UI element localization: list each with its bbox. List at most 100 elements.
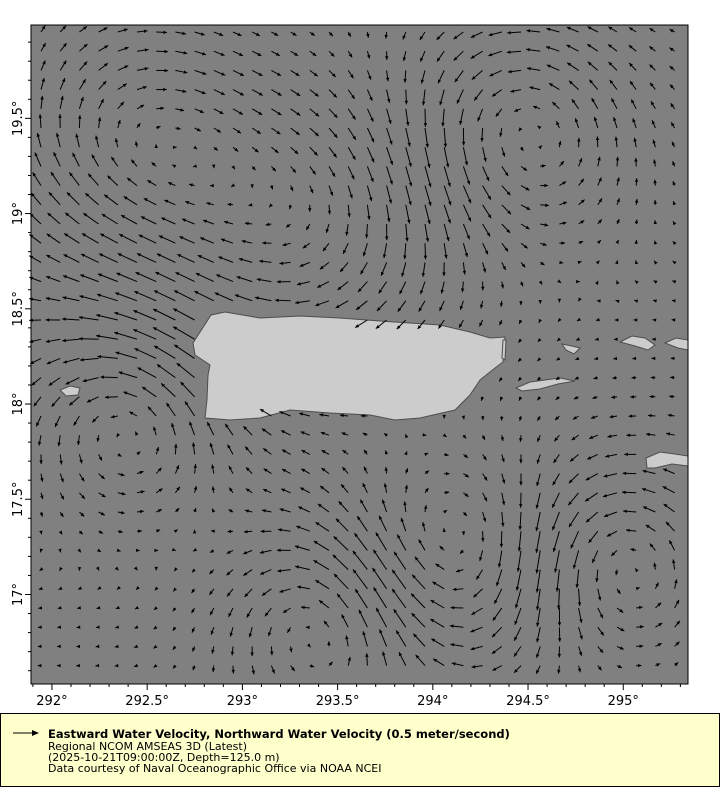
velocity-arrow [612, 376, 618, 380]
velocity-arrow [172, 607, 177, 612]
velocity-arrow [136, 67, 149, 71]
velocity-arrow [264, 607, 272, 617]
velocity-arrow [540, 164, 546, 168]
velocity-arrow [72, 152, 80, 167]
velocity-arrow [652, 337, 656, 341]
velocity-arrow [597, 239, 602, 244]
velocity-arrow [577, 260, 582, 265]
velocity-arrow [402, 31, 407, 40]
velocity-arrow [501, 204, 512, 215]
x-tick-label: 295° [608, 694, 639, 709]
velocity-arrow [616, 177, 620, 186]
velocity-arrow [45, 275, 61, 283]
velocity-arrow [611, 395, 618, 399]
velocity-arrow [625, 528, 637, 533]
velocity-arrow [399, 281, 407, 295]
velocity-arrow [97, 586, 102, 590]
velocity-arrow [462, 185, 472, 204]
velocity-arrow [251, 665, 255, 675]
velocity-arrow [401, 262, 407, 277]
velocity-arrow [372, 567, 388, 590]
velocity-arrow [65, 377, 80, 385]
velocity-arrow [607, 434, 618, 438]
velocity-arrow [571, 434, 579, 441]
velocity-arrow [616, 280, 620, 285]
velocity-arrow [227, 444, 234, 455]
velocity-arrow [568, 511, 580, 528]
velocity-arrow [282, 242, 291, 247]
velocity-arrow [632, 356, 637, 361]
velocity-arrow [360, 414, 368, 418]
velocity-arrow [431, 638, 445, 647]
velocity-arrow [359, 499, 368, 513]
velocity-arrow [515, 569, 522, 591]
velocity-arrow [537, 125, 542, 130]
velocity-arrow [518, 435, 523, 442]
velocity-arrow [117, 46, 129, 52]
velocity-arrow [97, 117, 102, 129]
velocity-arrow [591, 550, 599, 564]
velocity-arrow [251, 127, 262, 135]
island-desecheo [501, 339, 507, 361]
velocity-arrow [309, 31, 316, 37]
velocity-arrow [378, 281, 388, 294]
velocity-arrow [649, 64, 656, 71]
velocity-arrow [117, 529, 123, 534]
velocity-arrow [557, 627, 562, 642]
velocity-arrow [491, 89, 503, 97]
velocity-arrow [339, 262, 349, 273]
velocity-arrow [667, 413, 675, 418]
velocity-arrow [548, 82, 560, 91]
velocity-arrow [670, 121, 676, 129]
velocity-arrow [223, 220, 234, 225]
velocity-arrow [634, 240, 638, 244]
velocity-arrow [309, 166, 317, 175]
velocity-arrow [98, 62, 109, 71]
velocity-arrow [114, 644, 119, 648]
velocity-arrow [117, 491, 126, 496]
velocity-arrow [671, 318, 676, 322]
velocity-arrow [597, 588, 602, 601]
velocity-arrow [40, 42, 47, 52]
velocity-arrow [499, 319, 503, 326]
velocity-arrow [536, 376, 542, 381]
velocity-arrow [672, 280, 677, 284]
velocity-arrow [48, 191, 61, 206]
velocity-arrow [669, 65, 675, 71]
velocity-arrow [670, 375, 675, 380]
velocity-arrow [318, 599, 330, 609]
velocity-arrow [616, 626, 625, 632]
velocity-arrow [501, 223, 511, 234]
velocity-arrow [211, 464, 215, 474]
velocity-arrow [98, 44, 109, 52]
velocity-arrow [453, 50, 464, 61]
velocity-arrow [384, 31, 388, 39]
velocity-arrow [635, 587, 640, 591]
velocity-arrow [653, 199, 658, 205]
velocity-arrow [248, 203, 253, 207]
velocity-arrow [63, 253, 80, 263]
velocity-arrow [380, 262, 388, 276]
velocity-arrow [290, 166, 297, 174]
velocity-arrow [596, 299, 601, 303]
velocity-arrow [471, 70, 483, 80]
velocity-arrow [320, 431, 330, 436]
velocity-arrow [603, 473, 618, 478]
velocity-arrow [271, 127, 281, 135]
velocity-arrow [593, 116, 599, 129]
velocity-arrow [670, 356, 675, 361]
velocity-arrow [38, 114, 43, 129]
velocity-arrow [418, 300, 426, 312]
velocity-arrow [517, 531, 522, 552]
velocity-arrow [245, 467, 253, 474]
velocity-arrow [578, 199, 585, 206]
velocity-arrow [254, 296, 272, 302]
velocity-arrow [251, 31, 261, 37]
velocity-arrow [443, 185, 452, 206]
velocity-arrow [421, 89, 426, 106]
x-axis: 292° 292.5° 293° 293.5° 294° 294.5° 295° [32, 684, 681, 709]
velocity-arrow [340, 483, 349, 494]
velocity-arrow [634, 157, 638, 167]
plot-frame [30, 24, 689, 685]
velocity-arrow [153, 663, 158, 668]
